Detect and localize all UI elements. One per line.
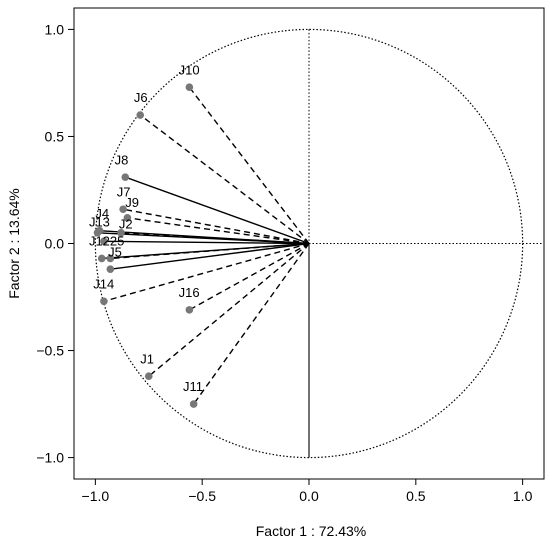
- x-tick-label: 0.0: [299, 488, 319, 504]
- vector-j7: [123, 208, 310, 245]
- vector-j1: [148, 242, 310, 377]
- point-j5: [106, 265, 115, 273]
- y-axis-title: Factor 2 : 13.64%: [6, 188, 22, 299]
- vector-j3: [103, 240, 310, 245]
- vector-j11: [193, 243, 310, 405]
- point-j8: [121, 173, 130, 181]
- point-j12: [97, 254, 106, 263]
- vector-j9: [127, 217, 310, 245]
- label-j13: J13: [89, 214, 110, 229]
- point-j1: [144, 372, 153, 381]
- label-j9: J9: [125, 195, 139, 210]
- point-j4: [95, 226, 104, 235]
- vector-j10: [188, 86, 310, 244]
- point-j7: [119, 205, 127, 214]
- vector-j14: [103, 242, 310, 302]
- x-tick-label: 1.0: [513, 488, 533, 504]
- x-tick-label: 0.5: [406, 488, 426, 504]
- point-j10: [185, 83, 194, 92]
- unit-circle-layer: [94, 28, 544, 459]
- label-j2: J2: [119, 217, 133, 232]
- label-j8: J8: [115, 152, 129, 167]
- x-tick-label: −1.0: [82, 488, 110, 504]
- vector-j15: [110, 242, 310, 260]
- label-j1: J1: [140, 351, 154, 366]
- label-j10: J10: [179, 62, 200, 77]
- label-j14: J14: [93, 276, 114, 291]
- y-tick-label: 1.0: [45, 21, 65, 37]
- y-tick-label: −1.0: [36, 450, 64, 466]
- tick-labels: −1.0 −0.5 0.0 0.5 1.0 −1.0 −0.5 0.0 0.5 1.0: [36, 21, 532, 504]
- x-axis-title: Factor 1 : 72.43%: [256, 523, 367, 539]
- point-j2: [117, 228, 125, 237]
- point-j9: [123, 214, 132, 222]
- y-tick-label: −0.5: [36, 343, 64, 359]
- variable-points: [93, 83, 198, 408]
- y-tick-label: 0.5: [45, 128, 65, 144]
- label-j11: J11: [183, 379, 203, 394]
- vector-j4: [99, 229, 310, 245]
- variable-vectors: [97, 86, 310, 405]
- point-j11: [189, 400, 198, 408]
- label-j5: J5: [108, 244, 122, 259]
- label-j1225: J1225: [89, 234, 124, 249]
- x-tick-label: −0.5: [188, 488, 216, 504]
- point-j14: [100, 297, 108, 306]
- point-j15: [106, 254, 115, 263]
- label-j6: J6: [134, 90, 148, 105]
- label-j4: J4: [95, 206, 109, 221]
- vector-j5: [110, 242, 310, 270]
- vector-j6: [139, 114, 310, 245]
- vector-j8: [125, 176, 310, 245]
- label-j7: J7: [117, 184, 131, 199]
- label-j16: J16: [179, 285, 200, 300]
- vector-j16: [189, 242, 310, 311]
- y-tick-label: 0.0: [45, 236, 65, 252]
- point-j6: [136, 111, 145, 119]
- point-j3: [100, 237, 108, 246]
- point-j16: [185, 306, 194, 314]
